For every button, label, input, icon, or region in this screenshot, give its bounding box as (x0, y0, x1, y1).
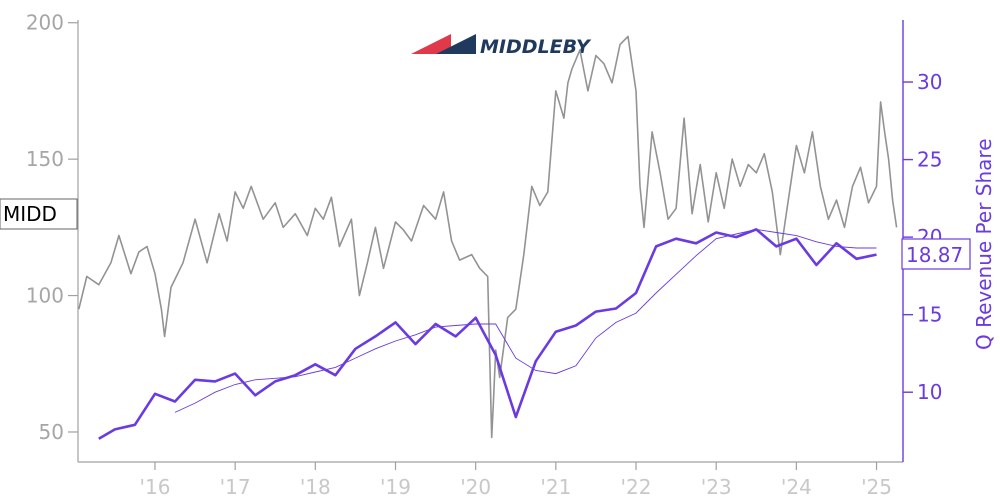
right-axis-label: Q Revenue Per Share (972, 138, 996, 350)
left-tick-label: 200 (26, 11, 64, 35)
x-tick-label: '19 (380, 475, 411, 499)
last-value-text: 18.87 (906, 243, 963, 267)
logo-text: MIDDLEBY (480, 36, 592, 58)
right-tick-label: 25 (917, 148, 942, 172)
right-tick-label: 10 (917, 380, 942, 404)
x-tick-label: '24 (781, 475, 812, 499)
x-tick-label: '17 (220, 475, 251, 499)
x-ticks: '16 '17 '18 '19 '20 '21 '22 '23 '24 '25 (139, 462, 892, 499)
revenue-ma-line (174, 228, 877, 413)
ticker-box (0, 198, 78, 230)
last-value-box (901, 238, 971, 270)
logo-red-shape (411, 34, 451, 54)
right-tick-label: 15 (917, 303, 942, 327)
left-tick-label: 50 (39, 420, 64, 444)
left-ticks: 50 100 150 200 (26, 11, 78, 444)
x-tick-label: '22 (621, 475, 652, 499)
right-tick-label: 30 (917, 70, 942, 94)
left-tick-label: 150 (26, 147, 64, 171)
last-value-label: 18.87 (901, 238, 971, 270)
x-tick-label: '23 (701, 475, 732, 499)
x-tick-label: '16 (139, 475, 170, 499)
logo-navy-shape (436, 34, 476, 54)
price-series-line (78, 35, 898, 439)
ticker-text: MIDD (3, 202, 57, 226)
revenue-series-line (98, 228, 877, 440)
x-tick-label: '18 (300, 475, 331, 499)
x-tick-label: '20 (460, 475, 491, 499)
series-layer (78, 35, 898, 440)
left-tick-label: 100 (26, 284, 64, 308)
x-tick-label: '25 (861, 475, 892, 499)
brand-logo: MIDDLEBY (411, 34, 592, 58)
x-tick-label: '21 (540, 475, 571, 499)
ticker-label: MIDD (0, 198, 78, 230)
